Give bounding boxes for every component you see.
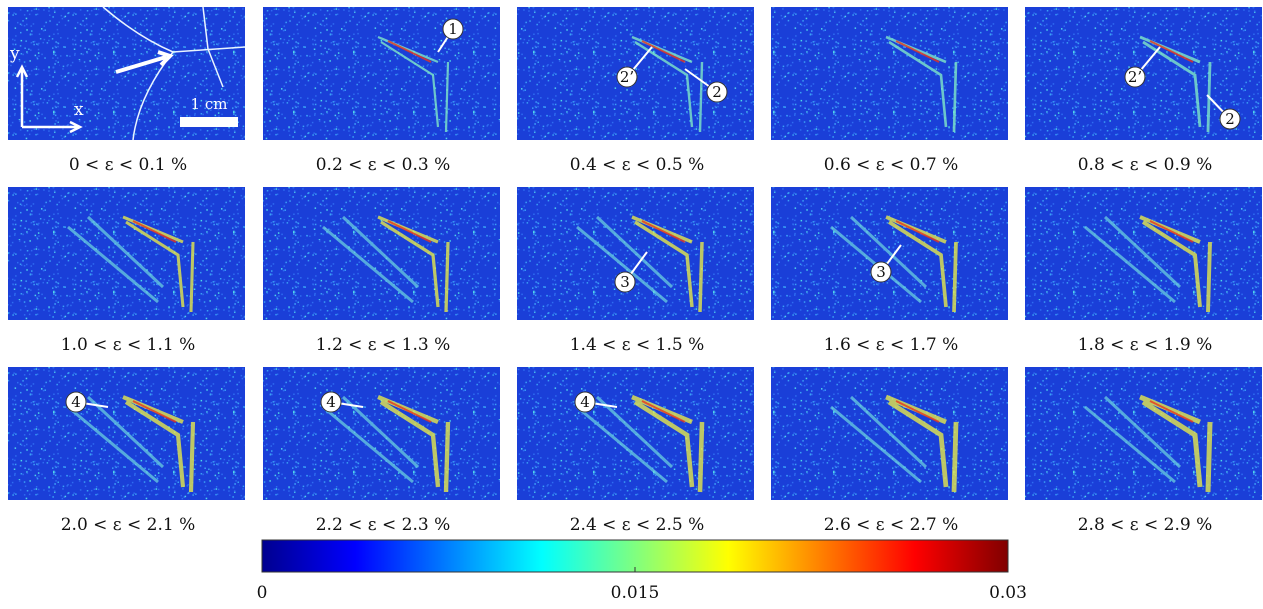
figure: y x 1 cm 0 < ε < 0.1 % 1 0.2 < ε < 0.3 % 2’ 2 0.… <box>0 0 1263 605</box>
marker-label: 3 <box>876 263 886 281</box>
strain-panel: 2’ 2 <box>517 7 754 140</box>
panel-caption: 1.4 < ε < 1.5 % <box>570 335 705 355</box>
colorbar-tick-label: 0.03 <box>989 583 1027 603</box>
marker-label: 1 <box>448 20 458 38</box>
strain-map <box>771 7 1008 140</box>
marker-label: 2 <box>1225 110 1235 128</box>
panel-caption: 0.6 < ε < 0.7 % <box>824 155 959 175</box>
strain-panel: 3 <box>517 187 754 320</box>
panel-caption: 2.0 < ε < 2.1 % <box>61 515 196 535</box>
marker-label: 4 <box>326 393 336 411</box>
panel-caption: 0.2 < ε < 0.3 % <box>316 155 451 175</box>
strain-panel <box>771 7 1008 140</box>
panel-caption: 1.8 < ε < 1.9 % <box>1078 335 1213 355</box>
colorbar-tick-label: 0.015 <box>611 583 660 603</box>
strain-panel <box>1025 367 1262 500</box>
panel-caption: 2.6 < ε < 2.7 % <box>824 515 959 535</box>
panel-caption: 1.2 < ε < 1.3 % <box>316 335 451 355</box>
axis-label: x <box>74 100 84 120</box>
strain-map <box>263 7 500 140</box>
strain-panel: 2’ 2 <box>1025 7 1262 140</box>
strain-panel <box>8 187 245 320</box>
marker-label: 2’ <box>1128 68 1142 86</box>
marker-label: 3 <box>620 273 630 291</box>
strain-panel: 4 <box>263 367 500 500</box>
strain-panel: 1 <box>263 7 500 140</box>
panel-caption: 0.4 < ε < 0.5 % <box>570 155 705 175</box>
strain-panel <box>771 367 1008 500</box>
colorbar-tick-label: 0 <box>257 583 268 603</box>
panel-caption: 2.2 < ε < 2.3 % <box>316 515 451 535</box>
panel-caption: 0.8 < ε < 0.9 % <box>1078 155 1213 175</box>
marker-label: 4 <box>580 393 590 411</box>
strain-panel: 3 <box>771 187 1008 320</box>
marker-label: 2’ <box>620 68 634 86</box>
panel-caption: 1.0 < ε < 1.1 % <box>61 335 196 355</box>
strain-panel <box>1025 187 1262 320</box>
panel-caption: 2.8 < ε < 2.9 % <box>1078 515 1213 535</box>
marker-label: 2 <box>712 83 722 101</box>
panel-caption: 2.4 < ε < 2.5 % <box>570 515 705 535</box>
strain-panel: 4 <box>517 367 754 500</box>
strain-panel <box>263 187 500 320</box>
scale-bar <box>180 117 238 127</box>
panel-caption: 0 < ε < 0.1 % <box>69 155 187 175</box>
panel-caption: 1.6 < ε < 1.7 % <box>824 335 959 355</box>
scale-bar-label: 1 cm <box>191 95 228 113</box>
strain-panel: 4 <box>8 367 245 500</box>
strain-panel: y x 1 cm <box>8 7 245 140</box>
marker-label: 4 <box>71 393 81 411</box>
axis-label: y <box>9 44 20 64</box>
